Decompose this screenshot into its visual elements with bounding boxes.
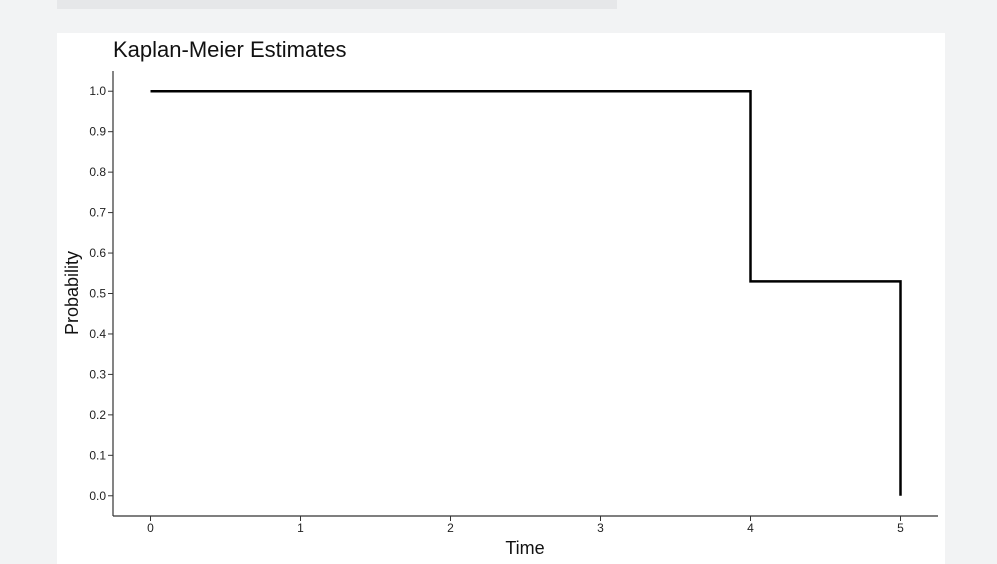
y-tick-label: 0.0 [89, 489, 106, 503]
x-tick-label: 5 [897, 521, 904, 535]
y-tick-label: 0.6 [89, 246, 106, 260]
y-tick-label: 0.8 [89, 165, 106, 179]
y-tick-label: 0.4 [89, 327, 106, 341]
y-tick-label: 0.1 [89, 448, 106, 462]
x-tick-label: 4 [747, 521, 754, 535]
top-scroll-strip [57, 0, 617, 9]
x-tick-label: 0 [147, 521, 154, 535]
y-axis-title: Probability [62, 251, 82, 335]
y-tick-label: 0.2 [89, 408, 106, 422]
x-tick-label: 3 [597, 521, 604, 535]
x-tick-label: 2 [447, 521, 454, 535]
y-tick-label: 0.9 [89, 125, 106, 139]
x-axis-title: Time [505, 538, 544, 558]
chart-title: Kaplan-Meier Estimates [113, 37, 347, 62]
x-tick-label: 1 [297, 521, 304, 535]
survival-step-line [150, 89, 902, 496]
y-tick-label: 0.7 [89, 206, 106, 220]
y-tick-label: 1.0 [89, 84, 106, 98]
chart-panel [57, 33, 945, 564]
y-tick-label: 0.3 [89, 367, 106, 381]
y-tick-label: 0.5 [89, 287, 106, 301]
